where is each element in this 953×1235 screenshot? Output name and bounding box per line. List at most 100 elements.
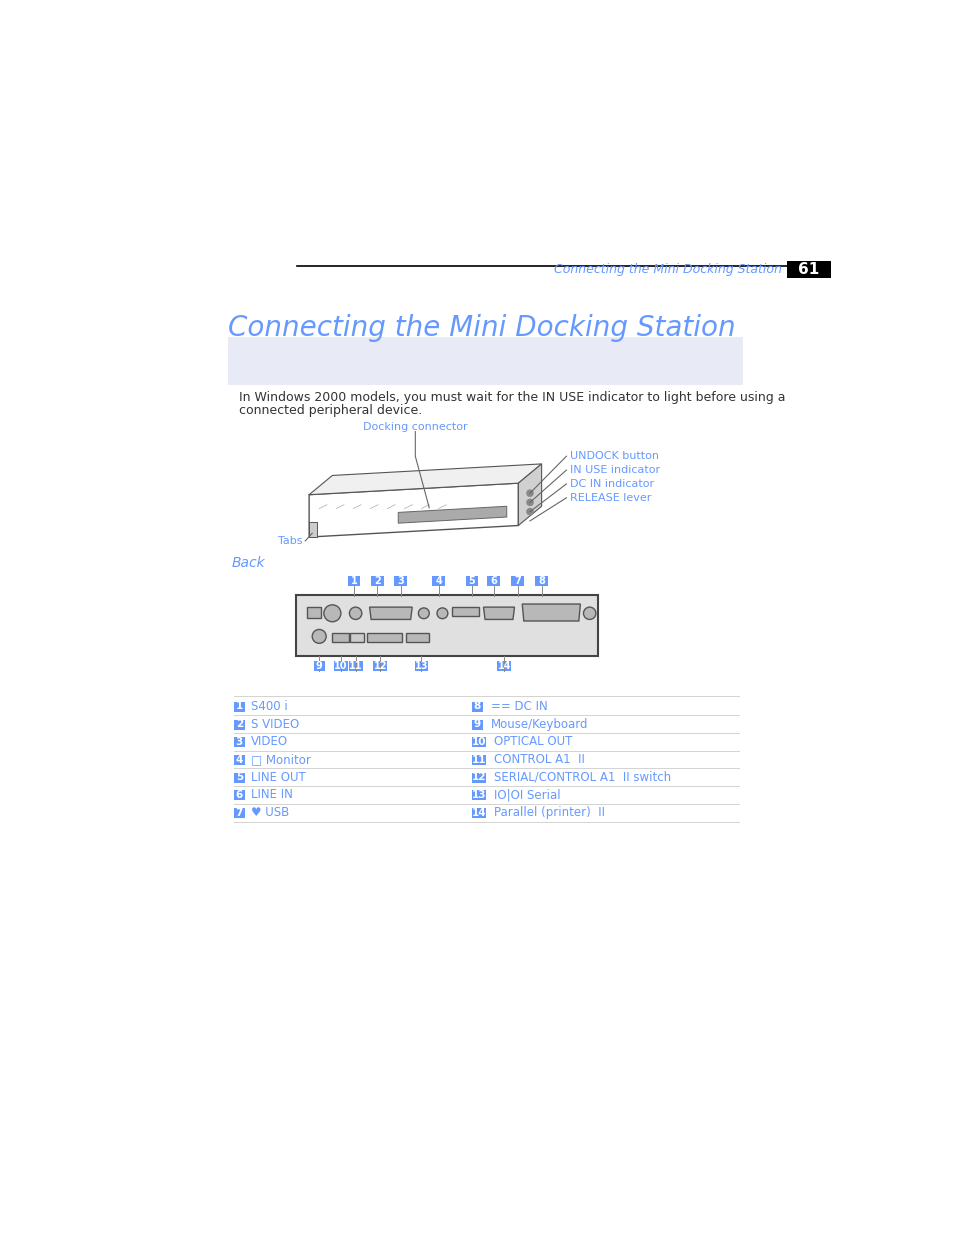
FancyBboxPatch shape <box>295 595 598 656</box>
Text: 1: 1 <box>235 701 243 711</box>
Text: 11: 11 <box>349 661 362 671</box>
Text: 3: 3 <box>396 576 403 585</box>
FancyBboxPatch shape <box>472 737 485 747</box>
Circle shape <box>312 630 326 643</box>
Text: 11: 11 <box>471 755 486 764</box>
Polygon shape <box>309 464 541 495</box>
Text: 10: 10 <box>334 661 347 671</box>
FancyBboxPatch shape <box>373 661 387 671</box>
Text: 13: 13 <box>415 661 428 671</box>
FancyBboxPatch shape <box>472 720 482 730</box>
Polygon shape <box>309 483 517 537</box>
FancyBboxPatch shape <box>394 577 406 587</box>
FancyBboxPatch shape <box>535 577 547 587</box>
FancyBboxPatch shape <box>511 577 523 587</box>
Polygon shape <box>517 464 541 526</box>
Text: OPTICAL OUT: OPTICAL OUT <box>494 735 572 748</box>
Circle shape <box>418 608 429 619</box>
FancyBboxPatch shape <box>233 737 245 747</box>
FancyBboxPatch shape <box>233 808 245 818</box>
FancyBboxPatch shape <box>472 755 485 764</box>
FancyBboxPatch shape <box>348 661 362 671</box>
Text: LINE IN: LINE IN <box>251 788 293 802</box>
Text: == DC IN: == DC IN <box>491 700 547 713</box>
Text: 9: 9 <box>315 661 322 671</box>
Circle shape <box>526 509 533 515</box>
FancyBboxPatch shape <box>307 608 320 618</box>
Text: VIDEO: VIDEO <box>251 735 288 748</box>
Text: ♥ USB: ♥ USB <box>251 806 289 819</box>
Text: Tabs: Tabs <box>278 536 303 546</box>
FancyBboxPatch shape <box>332 632 348 642</box>
FancyBboxPatch shape <box>233 701 245 711</box>
FancyBboxPatch shape <box>348 577 360 587</box>
Text: 6: 6 <box>235 790 243 800</box>
FancyBboxPatch shape <box>228 337 742 384</box>
Text: SERIAL/CONTROL A1  II switch: SERIAL/CONTROL A1 II switch <box>494 771 671 784</box>
Text: Mouse/Keyboard: Mouse/Keyboard <box>491 718 588 731</box>
Text: LINE OUT: LINE OUT <box>251 771 305 784</box>
Text: 61: 61 <box>798 262 819 277</box>
Text: Parallel (printer)  II: Parallel (printer) II <box>494 806 605 819</box>
FancyBboxPatch shape <box>314 661 324 671</box>
Text: Docking connector: Docking connector <box>362 422 467 432</box>
FancyBboxPatch shape <box>452 608 478 616</box>
Circle shape <box>526 499 533 505</box>
Text: Connecting the Mini Docking Station: Connecting the Mini Docking Station <box>554 263 781 275</box>
Text: 5: 5 <box>235 772 243 782</box>
FancyBboxPatch shape <box>350 632 364 642</box>
Text: Back: Back <box>232 556 265 571</box>
Circle shape <box>436 608 447 619</box>
Polygon shape <box>483 608 514 620</box>
Text: 7: 7 <box>235 808 243 818</box>
Text: IN USE indicator: IN USE indicator <box>570 466 659 475</box>
Text: RELEASE lever: RELEASE lever <box>570 493 651 503</box>
FancyBboxPatch shape <box>487 577 499 587</box>
Text: IO|OI Serial: IO|OI Serial <box>494 788 560 802</box>
Text: UNDOCK button: UNDOCK button <box>570 451 659 461</box>
FancyBboxPatch shape <box>367 632 402 642</box>
Polygon shape <box>397 506 506 524</box>
FancyBboxPatch shape <box>786 261 830 278</box>
FancyBboxPatch shape <box>497 661 511 671</box>
Text: 14: 14 <box>497 661 511 671</box>
Polygon shape <box>309 521 316 537</box>
Text: 12: 12 <box>471 772 486 782</box>
Circle shape <box>349 608 361 620</box>
Text: 5: 5 <box>468 576 475 585</box>
Text: 9: 9 <box>474 719 480 729</box>
Text: S VIDEO: S VIDEO <box>251 718 299 731</box>
FancyBboxPatch shape <box>472 790 485 800</box>
FancyBboxPatch shape <box>472 808 485 818</box>
FancyBboxPatch shape <box>371 577 383 587</box>
Text: Connecting the Mini Docking Station: Connecting the Mini Docking Station <box>228 314 735 342</box>
Text: □ Monitor: □ Monitor <box>251 753 311 766</box>
Text: connected peripheral device.: connected peripheral device. <box>239 404 422 417</box>
Text: 4: 4 <box>235 755 243 764</box>
Text: 7: 7 <box>514 576 520 585</box>
FancyBboxPatch shape <box>432 577 444 587</box>
FancyBboxPatch shape <box>415 661 428 671</box>
Text: 2: 2 <box>374 576 380 585</box>
Text: 3: 3 <box>235 737 243 747</box>
Polygon shape <box>369 608 412 620</box>
Text: 13: 13 <box>471 790 486 800</box>
Text: 12: 12 <box>374 661 387 671</box>
Text: 2: 2 <box>235 719 243 729</box>
Text: 1: 1 <box>351 576 357 585</box>
FancyBboxPatch shape <box>233 790 245 800</box>
Circle shape <box>323 605 340 621</box>
FancyBboxPatch shape <box>233 720 245 730</box>
FancyBboxPatch shape <box>334 661 348 671</box>
Text: 6: 6 <box>490 576 497 585</box>
Text: 14: 14 <box>471 808 486 818</box>
FancyBboxPatch shape <box>406 632 429 642</box>
Text: 8: 8 <box>537 576 544 585</box>
Text: In Windows 2000 models, you must wait for the IN USE indicator to light before u: In Windows 2000 models, you must wait fo… <box>239 390 785 404</box>
FancyBboxPatch shape <box>465 577 477 587</box>
Text: 10: 10 <box>471 737 486 747</box>
FancyBboxPatch shape <box>233 755 245 764</box>
Text: CONTROL A1  II: CONTROL A1 II <box>494 753 584 766</box>
Circle shape <box>526 490 533 496</box>
Text: DC IN indicator: DC IN indicator <box>570 479 654 489</box>
